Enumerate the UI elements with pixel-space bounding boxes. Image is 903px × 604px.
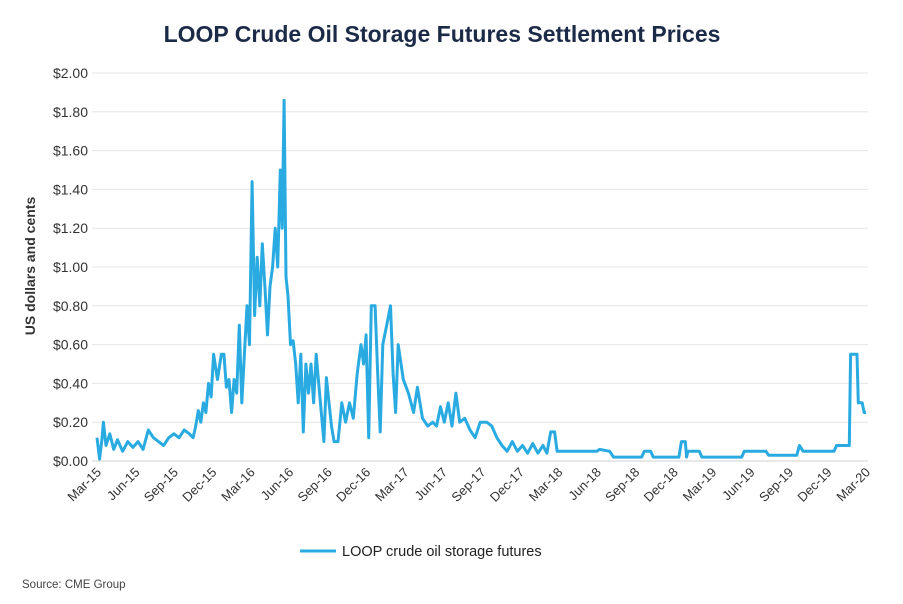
y-tick-label: $0.40 (53, 375, 88, 391)
y-tick-label: $2.00 (53, 65, 88, 81)
gridlines (92, 72, 868, 462)
y-axis-ticks: $0.00 $0.20 $0.40 $0.60 $0.80 $1.00 $1.20 $1.40… (53, 65, 88, 469)
x-tick-label: Jun-18 (565, 465, 604, 504)
x-tick-label: Dec-18 (641, 465, 681, 505)
y-tick-label: $0.60 (53, 337, 88, 353)
series-lines (95, 98, 866, 461)
x-tick-label: Mar-19 (680, 465, 720, 505)
x-tick-label: Mar-18 (526, 465, 566, 505)
y-tick-label: $1.80 (53, 104, 88, 120)
x-tick-label: Dec-19 (794, 465, 834, 505)
y-tick-label: $1.40 (53, 181, 88, 197)
x-tick-label: Jun-15 (104, 465, 143, 504)
x-tick-label: Sep-17 (448, 465, 488, 505)
y-tick-label: $1.60 (53, 143, 88, 159)
y-tick-label: $1.20 (53, 220, 88, 236)
x-tick-label: Mar-20 (833, 465, 873, 505)
x-tick-label: Sep-18 (602, 465, 642, 505)
x-tick-label: Mar-15 (64, 465, 104, 505)
x-tick-label: Sep-15 (141, 465, 181, 505)
x-tick-label: Jun-19 (719, 465, 758, 504)
x-tick-label: Dec-16 (333, 465, 373, 505)
y-tick-label: $1.00 (53, 259, 88, 275)
y-tick-label: $0.20 (53, 414, 88, 430)
chart-title: LOOP Crude Oil Storage Futures Settlemen… (164, 21, 721, 47)
series-line-loop-storage-futures (95, 98, 866, 461)
x-tick-label: Jun-16 (258, 465, 297, 504)
x-tick-label: Mar-17 (372, 465, 412, 505)
y-tick-label: $0.80 (53, 298, 88, 314)
x-tick-label: Mar-16 (218, 465, 258, 505)
x-tick-label: Dec-17 (487, 465, 527, 505)
x-tick-label: Dec-15 (179, 465, 219, 505)
x-tick-label: Sep-16 (295, 465, 335, 505)
y-tick-label: $0.00 (53, 453, 88, 469)
y-axis-label: US dollars and cents (22, 197, 38, 336)
source-note: Source: CME Group (22, 579, 126, 591)
x-tick-label: Sep-19 (756, 465, 796, 505)
legend-label: LOOP crude oil storage futures (342, 544, 542, 560)
x-tick-label: Jun-17 (411, 465, 450, 504)
